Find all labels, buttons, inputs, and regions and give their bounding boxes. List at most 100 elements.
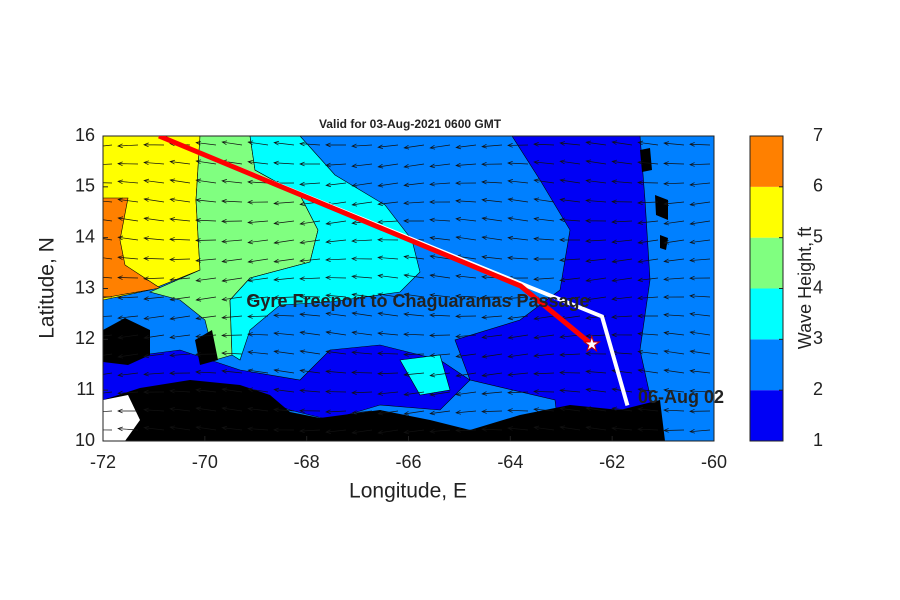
wind-arrow [559, 141, 581, 146]
wind-arrow [585, 333, 607, 339]
wind-arrow [221, 296, 243, 302]
wind-arrows [103, 140, 711, 435]
wind-arrow [273, 427, 295, 433]
wind-arrow [689, 388, 711, 394]
wind-arrow [351, 256, 373, 262]
contour-region [399, 354, 451, 396]
wind-arrow [351, 311, 373, 317]
wind-arrow [637, 427, 659, 432]
wind-arrow [559, 406, 581, 412]
wind-arrow [663, 181, 685, 186]
wind-arrow [689, 220, 711, 226]
wind-arrow [611, 258, 633, 264]
wind-arrow [117, 255, 139, 260]
wind-arrow [585, 159, 607, 165]
wind-arrow [533, 178, 555, 184]
wind-arrow [325, 220, 347, 226]
wind-arrow [299, 161, 321, 167]
colorbar-tick-label: 4 [813, 277, 823, 297]
wind-arrow [455, 216, 477, 222]
wind-arrow [533, 236, 555, 242]
wind-arrow [637, 140, 659, 146]
wind-arrow [481, 409, 503, 414]
wind-arrow [481, 334, 503, 340]
x-axis-label: Longitude, E [349, 480, 467, 503]
wind-arrow [611, 239, 633, 244]
wind-arrow [299, 239, 321, 245]
wind-arrow [169, 315, 191, 321]
wind-arrow [103, 315, 113, 317]
wind-arrow [169, 425, 191, 431]
wind-arrow [195, 178, 217, 184]
wind-arrow [143, 276, 165, 281]
wind-arrow [611, 406, 633, 412]
y-tick-label: 14 [75, 226, 95, 246]
y-tick-label: 10 [75, 430, 95, 450]
wind-arrow [689, 293, 711, 299]
wind-arrow [507, 235, 529, 241]
wind-arrow [611, 296, 633, 302]
wind-arrow [103, 410, 113, 412]
wind-arrow [299, 294, 321, 299]
wind-arrow [299, 276, 321, 281]
y-tick-label: 12 [75, 328, 95, 348]
wind-arrow [507, 426, 529, 431]
wind-arrow [689, 369, 711, 374]
wind-arrow [325, 182, 347, 188]
wind-arrow [299, 388, 321, 393]
wind-arrow [689, 257, 711, 263]
wind-arrow [611, 219, 633, 225]
wind-arrow [377, 219, 399, 225]
wind-arrow [117, 143, 139, 149]
wind-arrow [143, 407, 165, 413]
wind-arrow [507, 197, 529, 203]
wind-arrow [585, 140, 607, 146]
wind-arrow [429, 273, 451, 279]
wind-arrow [481, 372, 503, 378]
wind-arrow [507, 353, 529, 359]
wind-arrow [611, 159, 633, 165]
wind-arrow [455, 235, 477, 241]
wind-arrow [169, 178, 191, 184]
wind-arrow [325, 389, 347, 394]
wind-arrow [273, 368, 295, 374]
colorbar-segment [750, 288, 783, 340]
wind-arrow [351, 143, 373, 149]
wind-arrow [221, 351, 243, 356]
x-tick-label: -62 [599, 452, 625, 472]
wind-arrow [403, 332, 425, 337]
wind-arrow [637, 313, 659, 319]
wind-arrow [247, 179, 269, 185]
wind-arrow [299, 312, 321, 317]
wind-arrow [103, 334, 113, 337]
wind-arrow [195, 425, 217, 431]
contour-region [454, 136, 661, 441]
wind-arrow [143, 197, 165, 203]
wind-arrow [273, 160, 295, 166]
wind-arrow [559, 257, 581, 263]
x-tick-label: -66 [395, 452, 421, 472]
wind-arrow [637, 349, 659, 355]
wind-arrow [533, 353, 555, 358]
wind-arrow [403, 292, 425, 298]
wind-arrow [247, 140, 269, 146]
wind-arrow [585, 198, 607, 204]
wind-arrow [143, 216, 165, 222]
wind-arrow [611, 426, 633, 431]
wind-arrow [221, 315, 243, 320]
wind-arrow [299, 141, 321, 147]
routes [158, 136, 630, 406]
wind-arrow [195, 406, 217, 412]
wind-arrow [429, 353, 451, 358]
wind-arrow [559, 277, 581, 283]
wind-arrow [429, 429, 451, 434]
land [103, 318, 665, 441]
wind-arrow [247, 199, 269, 205]
wind-arrow [273, 349, 295, 355]
wind-arrow [689, 409, 711, 414]
wind-arrow [221, 425, 243, 431]
wind-arrow [143, 389, 165, 395]
wind-arrow [481, 314, 503, 320]
wind-arrow [273, 200, 295, 206]
wind-arrow [143, 353, 165, 359]
